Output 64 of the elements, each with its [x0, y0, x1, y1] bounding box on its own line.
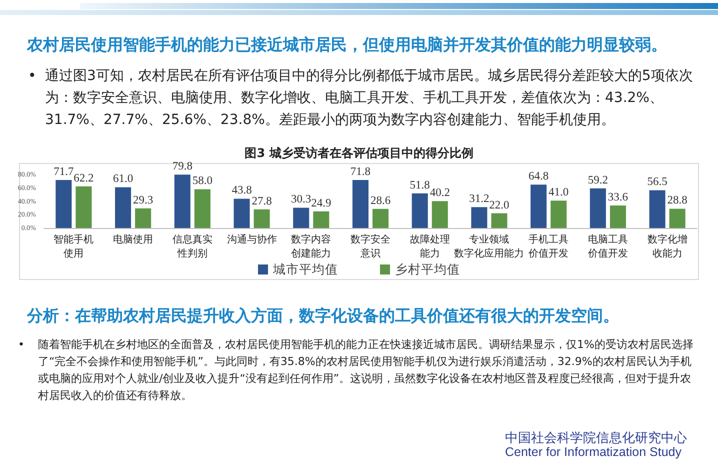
- bar: [293, 208, 310, 228]
- bar: [254, 209, 270, 228]
- data-label: 71.7: [54, 166, 74, 178]
- bar: [649, 190, 666, 228]
- x-tick-label: 数字安全意识: [350, 234, 390, 260]
- x-tick-label: 专业领域数字化应用能力: [454, 234, 524, 260]
- bar: [432, 201, 448, 228]
- bar: [372, 208, 389, 228]
- data-label: 27.8: [252, 195, 272, 208]
- legend-label: 乡村平均值: [395, 262, 460, 276]
- bar: [530, 184, 547, 228]
- data-label: 40.2: [430, 187, 450, 200]
- bar: [56, 180, 72, 228]
- data-label: 58.0: [192, 175, 213, 188]
- data-label: 51.8: [410, 179, 430, 192]
- bar: [610, 206, 626, 228]
- chart-title: 图3 城乡受访者在各评估项目中的得分比例: [244, 146, 474, 160]
- x-tick-label: 手机工具价值开发: [528, 234, 569, 260]
- data-label: 61.0: [112, 173, 134, 186]
- bar: [412, 193, 428, 228]
- legend-label: 城市平均值: [272, 262, 338, 276]
- bar: [234, 198, 250, 228]
- data-label: 41.0: [548, 186, 569, 199]
- bar: [590, 188, 606, 228]
- x-tick-label: 智能手机使用: [54, 234, 94, 260]
- text: 分析：在帮助农村居民提升收入方面，数字化设备的工具价值还有很大的开发空间。: [27, 306, 619, 327]
- bar: [313, 211, 330, 228]
- x-tick-label: 电脑工具价值开发: [586, 234, 628, 260]
- bar: [491, 213, 508, 228]
- data-label: 28.6: [370, 194, 391, 207]
- data-label: 62.2: [74, 172, 94, 184]
- bar: [550, 200, 567, 228]
- x-tick-label: 故障处理能力: [410, 234, 450, 260]
- data-label: 56.5: [647, 176, 668, 188]
- data-label: 33.6: [608, 192, 628, 204]
- bar: [174, 174, 190, 228]
- data-label: 22.0: [489, 199, 510, 212]
- text: 农村居民使用智能手机的能力已接近城市居民，但使用电脑并开发其价值的能力明显较弱。: [27, 35, 667, 56]
- bar: [471, 207, 488, 228]
- bar: [76, 186, 92, 228]
- data-label: 79.8: [172, 160, 193, 173]
- text: • 随着智能手机在乡村地区的全面普及，农村居民使用智能手机的能力正在快速接近城市居民。调研结果显示，仅1%的受访农村居民选择了“完全不会操作和使用智能手机”。与此同时，有35.8%的农村居民使用智能手机仅为进行娱乐消遣活动，32.9%的农村居民认为手机或电脑的应用对个人就业/创业及收入提升“没有起到任何作用”。这说明，虽然数字化设备在农村地区普及程度已经很高，但对于提升农村居民收入的价值还有待释放。: [18, 338, 694, 402]
- bar: [194, 189, 210, 228]
- x-tick-label: 信息真实性判别: [172, 234, 212, 260]
- data-label: 30.3: [291, 194, 312, 206]
- data-label: 43.8: [232, 184, 252, 197]
- data-label: 71.8: [350, 166, 371, 178]
- x-tick-label: 电脑使用: [113, 234, 154, 246]
- data-label: 31.2: [469, 193, 490, 206]
- bar: [115, 187, 132, 228]
- x-tick-label: 数字化增收能力: [647, 234, 688, 260]
- data-label: 28.8: [667, 194, 688, 207]
- text: Center for Informatization Study: [505, 445, 682, 459]
- x-tick-label: 数字内容创建能力: [291, 234, 332, 260]
- data-label: 64.8: [528, 170, 549, 183]
- bar: [669, 208, 686, 228]
- data-label: 59.2: [588, 174, 608, 186]
- x-tick-label: 沟通与协作: [226, 234, 277, 246]
- bar: [352, 180, 368, 228]
- text: • 通过图3可知，农村居民在所有评估项目中的得分比例都低于城市居民。城乡居民得分差距较大的5项依次为：数字安全意识、电脑使用、数字化增收、电脑工具开发、手机工具开发，差值依次为：43.2%、31.7%、27.7%、25.6%、23.8%。差距最小的两项为数字内容创建能力、智能手机使用。: [28, 67, 693, 128]
- bar: [135, 208, 152, 228]
- data-label: 29.3: [133, 194, 154, 206]
- text: 中国社会科学院信息化研究中心: [505, 430, 687, 447]
- data-label: 24.9: [311, 197, 332, 210]
